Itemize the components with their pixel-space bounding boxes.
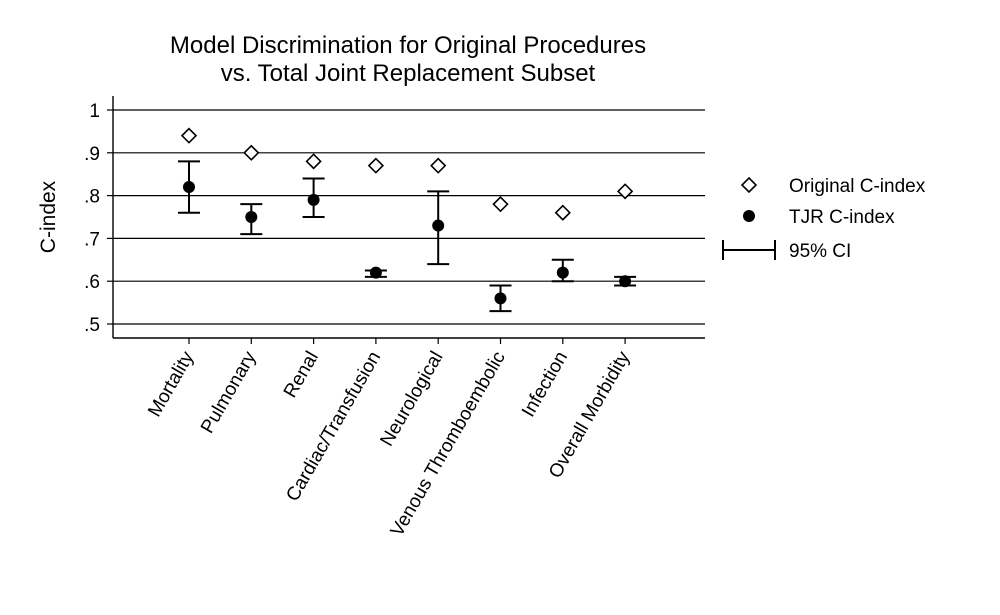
legend-label-ci: 95% CI bbox=[789, 241, 851, 262]
original-c-index-marker bbox=[243, 144, 260, 161]
legend-diamond-icon bbox=[740, 176, 758, 194]
x-tick-label: Pulmonary bbox=[197, 348, 261, 438]
tjr-c-index-marker bbox=[556, 266, 569, 279]
original-c-index-marker bbox=[180, 127, 198, 144]
ci-error-bars bbox=[178, 160, 637, 313]
legend-label-tjr: TJR C-index bbox=[789, 207, 895, 228]
y-tick-label: .5 bbox=[84, 315, 100, 336]
tjr-c-index-marker bbox=[494, 292, 507, 305]
original-c-index-marker bbox=[554, 204, 571, 221]
legend: Original C-index TJR C-index 95% CI bbox=[722, 176, 926, 262]
axes bbox=[107, 96, 705, 344]
x-tick-label: Mortality bbox=[144, 348, 198, 421]
x-tick-label: Renal bbox=[280, 348, 323, 402]
y-tick-labels: .5 .6 .7 .8 .9 1 bbox=[84, 101, 100, 336]
tjr-c-index-marker bbox=[369, 266, 382, 279]
legend-ci-icon bbox=[722, 240, 776, 260]
original-c-index-markers bbox=[180, 127, 634, 221]
chart-title-line-2: vs. Total Joint Replacement Subset bbox=[221, 60, 596, 87]
y-tick-label: 1 bbox=[89, 101, 100, 122]
y-axis-label: C-index bbox=[37, 180, 60, 253]
tjr-c-index-marker bbox=[183, 181, 195, 194]
original-c-index-marker bbox=[616, 183, 634, 200]
tjr-c-index-marker bbox=[432, 219, 445, 232]
gridlines bbox=[113, 109, 705, 325]
original-c-index-marker bbox=[305, 153, 322, 170]
y-tick-label: .9 bbox=[84, 144, 100, 165]
y-tick-label: .8 bbox=[84, 187, 100, 208]
y-tick-label: .7 bbox=[84, 229, 100, 250]
legend-label-original: Original C-index bbox=[789, 176, 926, 197]
original-c-index-marker bbox=[367, 157, 385, 174]
legend-dot-icon bbox=[743, 210, 755, 222]
tjr-c-index-marker bbox=[619, 275, 632, 288]
original-c-index-marker bbox=[492, 196, 509, 213]
x-tick-label: Infection bbox=[518, 348, 572, 421]
y-tick-label: .6 bbox=[84, 272, 100, 293]
x-tick-label: Neurological bbox=[377, 348, 448, 450]
tjr-c-index-markers bbox=[183, 181, 632, 305]
original-c-index-marker bbox=[430, 157, 447, 174]
chart-title-line-1: Model Discrimination for Original Proced… bbox=[170, 32, 646, 59]
tjr-c-index-marker bbox=[245, 211, 258, 223]
x-tick-label: Venous Thromboembolic bbox=[387, 348, 510, 540]
tjr-c-index-marker bbox=[307, 193, 320, 206]
